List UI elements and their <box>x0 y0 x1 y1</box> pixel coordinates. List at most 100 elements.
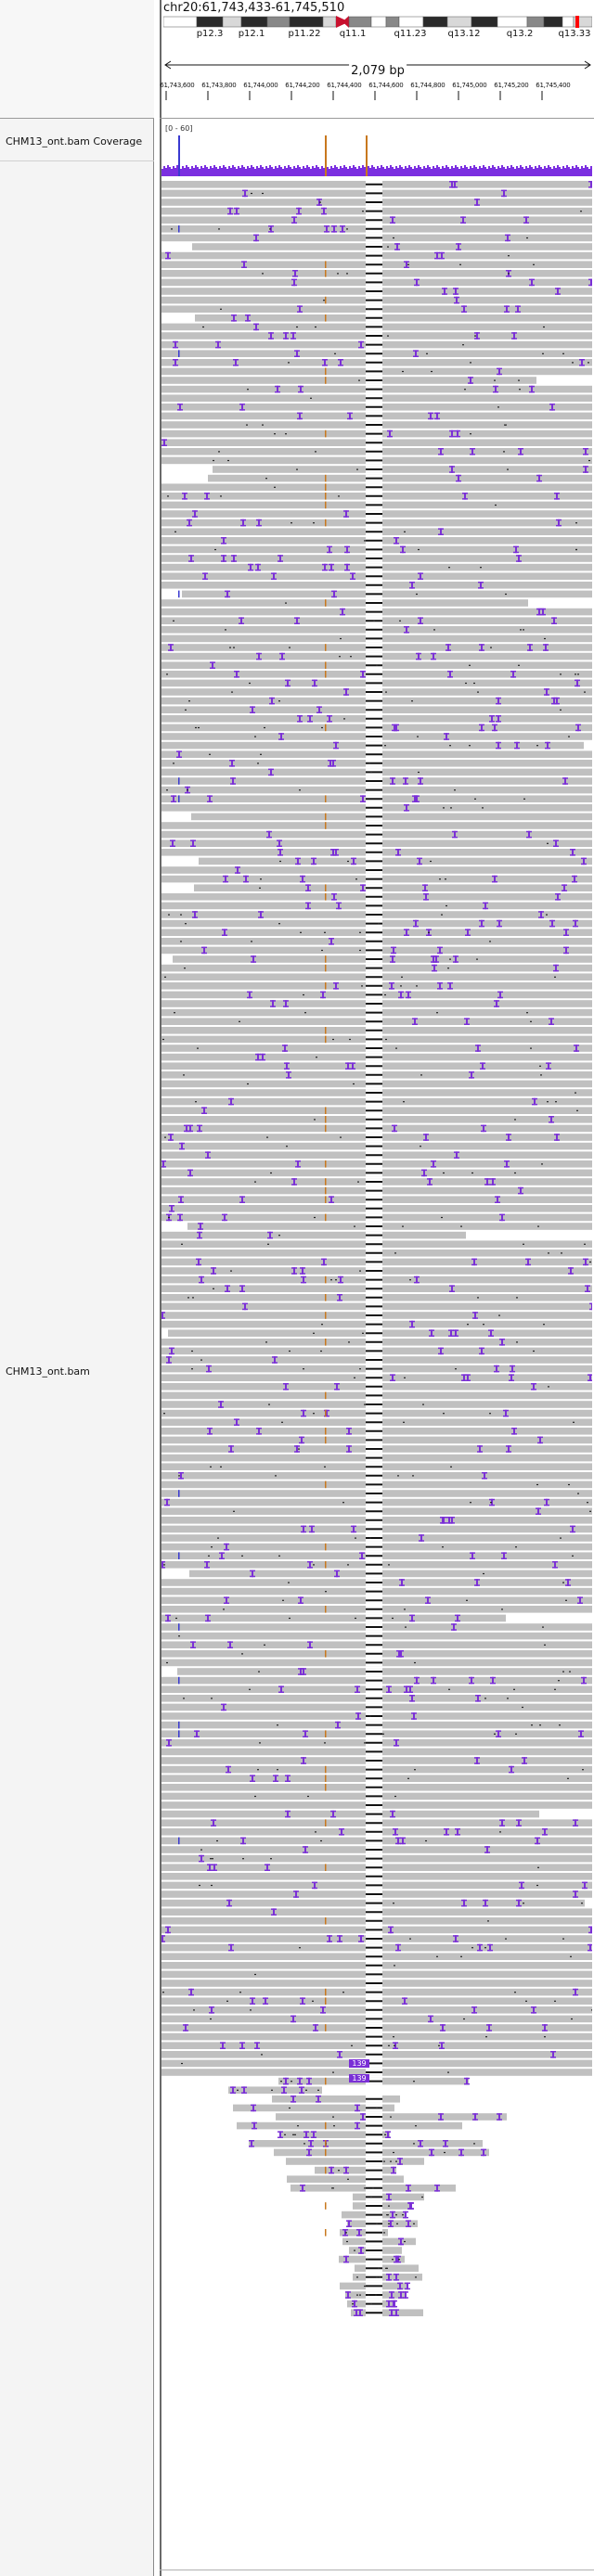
read <box>161 1810 539 1818</box>
small-deletion <box>312 2000 314 2002</box>
insertion-cap <box>389 2314 394 2316</box>
insertion-cap <box>531 2012 536 2014</box>
small-deletion <box>361 985 363 987</box>
insertion-marker <box>349 412 351 420</box>
small-deletion <box>467 1324 469 1326</box>
small-deletion <box>420 1074 422 1076</box>
coverage-bar <box>236 169 238 173</box>
insertion-cap <box>311 863 316 865</box>
insertion-cap <box>212 1864 217 1865</box>
small-deletion <box>477 691 479 693</box>
insertion-marker <box>222 2042 224 2049</box>
insertion-cap <box>393 2042 398 2044</box>
ruler-tick-label: 61,745,200 <box>494 82 529 89</box>
insertion-marker <box>388 2274 390 2281</box>
insertion-cap <box>578 1736 584 1737</box>
insertion-cap <box>343 2255 349 2258</box>
insertion-cap <box>360 884 366 886</box>
insertion-cap <box>294 355 300 357</box>
small-deletion <box>277 1724 278 1726</box>
small-deletion <box>471 1947 473 1949</box>
insertion-cap <box>338 1275 343 1278</box>
small-deletion <box>249 1688 251 1690</box>
coverage-bar <box>512 167 514 173</box>
insertion-cap <box>320 991 326 993</box>
small-deletion <box>352 2303 354 2305</box>
mismatch-base <box>325 2024 327 2031</box>
insertion-cap <box>202 578 208 580</box>
insertion-cap <box>285 1775 291 1776</box>
alignment-track-name[interactable]: CHM13_ont.bam <box>6 1365 90 1378</box>
coverage-bar <box>221 168 223 173</box>
small-deletion <box>200 1849 202 1851</box>
insertion-cap <box>392 1130 397 1133</box>
large-insertion-box <box>349 2074 369 2083</box>
coverage-bar <box>462 168 464 173</box>
insertion-cap <box>581 863 587 865</box>
coverage-track[interactable] <box>161 122 592 176</box>
small-deletion <box>494 379 496 381</box>
insertion-cap <box>518 454 523 455</box>
insertion-cap <box>210 661 215 663</box>
coverage-bar <box>407 168 408 173</box>
small-deletion <box>393 2036 394 2038</box>
insertion-cap <box>344 563 350 566</box>
insertion-marker <box>296 617 298 624</box>
coverage-track-name-box[interactable]: CHM13_ont.bam Coverage <box>0 128 154 161</box>
insertion-cap <box>256 652 262 655</box>
coverage-bar <box>210 166 212 173</box>
insertion-cap <box>549 1121 554 1123</box>
insertion-cap <box>418 572 423 574</box>
insertion-cap <box>573 1825 578 1826</box>
insertion-cap <box>386 2300 392 2302</box>
insertion-cap <box>240 1842 246 1845</box>
insertion-cap <box>409 1326 415 1328</box>
mismatch-base <box>325 1196 327 1203</box>
small-deletion <box>554 976 556 978</box>
coverage-bar <box>303 166 304 173</box>
coverage-bar <box>173 166 174 173</box>
insertion-cap <box>275 391 280 393</box>
insertion-cap <box>277 845 282 847</box>
insertion-marker <box>301 2086 303 2094</box>
insertion-cap <box>355 1712 361 1714</box>
insertion-marker <box>399 2158 401 2165</box>
small-deletion <box>355 878 357 880</box>
ruler-ticks[interactable]: 61,743,600 61,743,800 61,744,000 61,744,… <box>160 82 592 104</box>
small-deletion <box>198 726 200 729</box>
insertion-cap <box>438 1352 444 1355</box>
small-deletion <box>400 985 402 987</box>
insertion-cap <box>562 884 567 886</box>
insertion-marker <box>287 679 289 687</box>
insertion-cap <box>494 1365 499 1367</box>
chromosome-ideogram[interactable] <box>163 16 592 28</box>
insertion-cap <box>187 519 192 521</box>
insertion-cap <box>265 1864 270 1865</box>
insertion-cap <box>285 685 291 687</box>
insertion-cap <box>573 1890 578 1892</box>
insertion-cap <box>299 2092 304 2094</box>
insertion-marker <box>171 1205 173 1212</box>
band-label: p11.22 <box>288 29 321 39</box>
small-deletion <box>562 352 564 354</box>
coverage-bar <box>327 167 329 173</box>
small-deletion <box>462 344 464 346</box>
insertion-cap <box>490 1184 496 1185</box>
insertion-cap <box>256 519 262 521</box>
insertion-cap <box>402 2003 407 2005</box>
coverage-bar <box>538 165 540 173</box>
insertion-marker <box>287 1775 289 1782</box>
insertion-marker <box>585 466 587 473</box>
insertion-cap <box>337 1941 342 1942</box>
insertion-cap <box>239 1285 245 1287</box>
read <box>182 590 592 598</box>
insertion-cap <box>518 448 523 450</box>
insertion-marker <box>292 2095 294 2103</box>
small-deletion <box>409 1279 411 1281</box>
insertion-marker <box>575 919 576 928</box>
insertion-cap <box>300 1267 305 1269</box>
coverage-track-name[interactable]: CHM13_ont.bam Coverage <box>6 135 143 147</box>
small-deletion <box>164 1136 166 1138</box>
insertion-marker <box>353 1525 355 1533</box>
